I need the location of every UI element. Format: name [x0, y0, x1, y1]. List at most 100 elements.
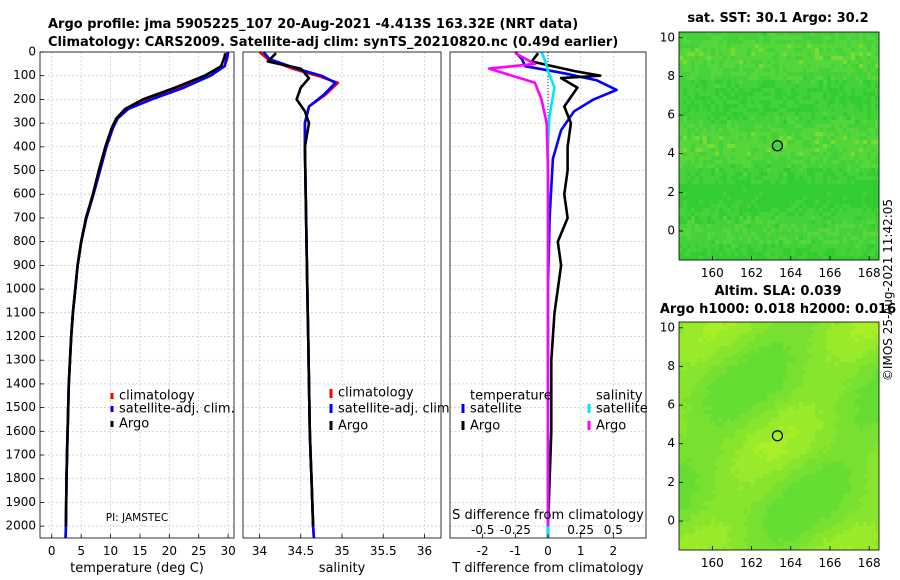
sst-map-cell [763, 104, 768, 109]
sla-map-cell [739, 350, 744, 355]
sla-map-cell [743, 458, 748, 463]
sst-map-cell [843, 52, 848, 57]
sla-map-cell [739, 414, 744, 419]
sst-map-cell [707, 56, 712, 61]
sst-map-cell [871, 76, 876, 81]
sst-map-cell [755, 236, 760, 241]
sst-map-cell [867, 72, 872, 77]
sst-map-cell [827, 248, 832, 253]
sla-map-cell [711, 462, 716, 467]
sst-map-cell [839, 136, 844, 141]
sst-map-cell [679, 256, 684, 261]
sst-map-cell [747, 176, 752, 181]
sst-map-cell [751, 72, 756, 77]
sla-map-cell [819, 458, 824, 463]
sla-map-cell [835, 358, 840, 363]
sst-map-cell [867, 176, 872, 181]
sst-map-cell [695, 44, 700, 49]
sst-map-cell [771, 160, 776, 165]
sla-map-cell [783, 470, 788, 475]
sst-map-cell [747, 224, 752, 229]
sla-map-cell [715, 418, 720, 423]
sla-map-cell [799, 370, 804, 375]
sla-map-cell [855, 446, 860, 451]
sst-map-cell [807, 64, 812, 69]
sst-map-cell [711, 168, 716, 173]
sla-map-cell [695, 414, 700, 419]
sst-map-cell [855, 56, 860, 61]
sst-map-cell [783, 100, 788, 105]
sla-map-cell [859, 338, 864, 343]
sst-map-cell [799, 164, 804, 169]
legend-heading-temperature: temperature [470, 389, 552, 404]
sla-map-cell [851, 442, 856, 447]
sla-map-cell [839, 362, 844, 367]
sla-map-cell [843, 398, 848, 403]
sla-map-cell [839, 430, 844, 435]
sst-map-cell [831, 32, 836, 37]
sla-map-cell [771, 414, 776, 419]
sla-map-cell [851, 394, 856, 399]
sst-map-cell [731, 68, 736, 73]
sla-map-cell [839, 354, 844, 359]
sla-map-cell [739, 386, 744, 391]
sst-map-cell [787, 180, 792, 185]
sst-map-cell [691, 68, 696, 73]
sst-map-cell [875, 60, 880, 65]
sst-map-cell [863, 88, 868, 93]
sla-map-cell [703, 338, 708, 343]
sst-map-cell [811, 232, 816, 237]
sla-map-cell [691, 410, 696, 415]
sst-map-cell [695, 80, 700, 85]
sst-map-cell [803, 244, 808, 249]
sst-map-cell [683, 156, 688, 161]
sla-map-cell [823, 362, 828, 367]
sla-map-cell [715, 330, 720, 335]
sla-map-cell [779, 442, 784, 447]
difference-series-temperature-argo [530, 52, 602, 527]
sla-map-cell [679, 330, 684, 335]
sst-map-cell [703, 104, 708, 109]
sst-map-cell [735, 76, 740, 81]
sst-map-cell [683, 160, 688, 165]
sst-map-cell [871, 36, 876, 41]
sla-map-cell [743, 382, 748, 387]
sla-map-cell [787, 386, 792, 391]
sst-map-cell [723, 100, 728, 105]
sst-map-cell [751, 224, 756, 229]
sla-map-cell [839, 346, 844, 351]
sla-map-cell [819, 362, 824, 367]
sla-map-cell [819, 442, 824, 447]
sst-map-cell [819, 144, 824, 149]
sst-map-cell [871, 136, 876, 141]
sst-map-cell [755, 136, 760, 141]
sst-map-cell [875, 108, 880, 113]
sla-map-cell [831, 362, 836, 367]
sst-map-cell [719, 104, 724, 109]
sst-map-cell [699, 68, 704, 73]
sst-map-cell [755, 36, 760, 41]
sla-map-cell [755, 410, 760, 415]
sst-map-cell [815, 84, 820, 89]
sla-map-cell [703, 438, 708, 443]
sla-map-cell [735, 438, 740, 443]
sst-map-cell [819, 104, 824, 109]
sst-map-cell [739, 36, 744, 41]
sla-map-cell [867, 450, 872, 455]
sst-map-cell [699, 116, 704, 121]
legend-label-argo: Argo [338, 419, 368, 434]
sst-map-cell [691, 256, 696, 261]
sst-map-cell [719, 216, 724, 221]
sla-map-cell [743, 450, 748, 455]
sla-map-cell [759, 442, 764, 447]
sst-map-cell [683, 96, 688, 101]
sst-map-cell [763, 56, 768, 61]
sst-map-cell [779, 224, 784, 229]
sla-map-cell [863, 466, 868, 471]
sla-map-cell [711, 414, 716, 419]
sla-map-cell [811, 362, 816, 367]
sla-map-cell [695, 358, 700, 363]
sst-map-cell [727, 160, 732, 165]
sla-map-cell [763, 434, 768, 439]
sst-map-cell [779, 100, 784, 105]
